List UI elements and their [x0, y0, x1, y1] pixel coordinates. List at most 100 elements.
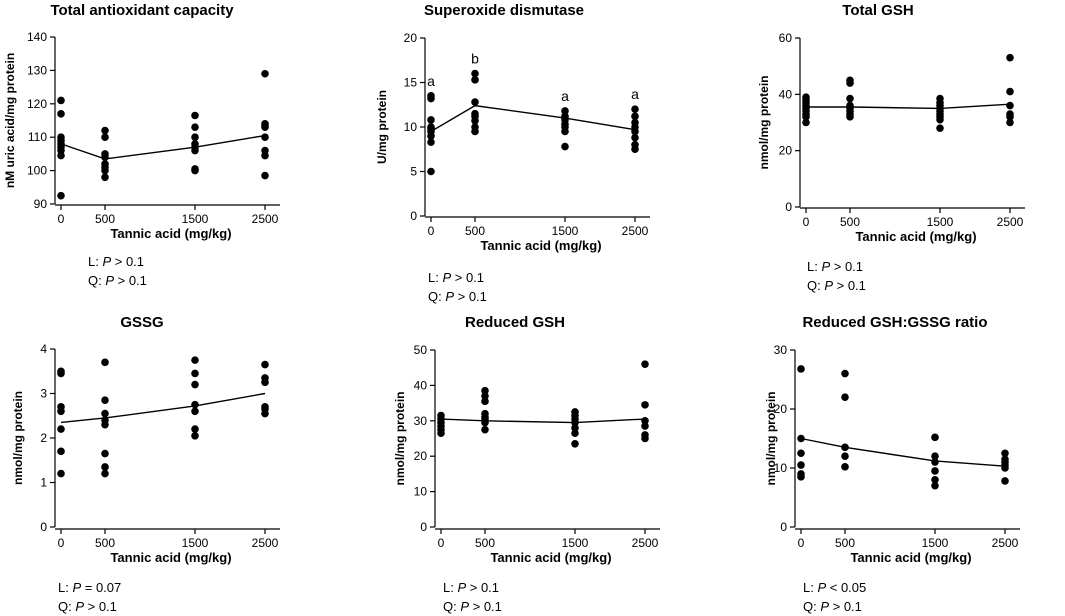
data-point: [261, 403, 269, 411]
x-tick-label: 500: [95, 212, 115, 226]
data-point: [797, 365, 805, 373]
panel-title: Reduced GSH:GSSG ratio: [802, 314, 987, 331]
stats-label: L:: [803, 580, 818, 595]
x-tick-label: 1500: [922, 536, 949, 550]
data-point: [57, 133, 65, 141]
stats-value: > 0.1: [833, 278, 866, 293]
stats-value: > 0.1: [466, 580, 500, 595]
stats-label: L:: [807, 259, 822, 274]
data-point: [931, 467, 939, 475]
x-tick-label: 500: [835, 536, 855, 550]
data-point: [931, 433, 939, 442]
x-tick-label: 0: [58, 212, 65, 226]
stats-annotation: L: P > 0.1 Q: P > 0.1: [428, 268, 487, 306]
data-point: [471, 109, 479, 118]
data-point: [641, 417, 649, 425]
y-tick-label: 10: [414, 485, 428, 499]
data-point: [191, 140, 199, 148]
significance-letter: b: [471, 51, 479, 67]
trend-line: [430, 104, 636, 133]
data-point: [471, 76, 479, 84]
trend-line: [60, 392, 266, 424]
data-point: [481, 409, 489, 418]
data-point: [191, 380, 199, 389]
stats-annotation: L: P > 0.1 Q: P > 0.1: [443, 578, 502, 616]
data-point: [261, 133, 269, 141]
data-point: [261, 146, 269, 155]
data-point: [57, 191, 65, 200]
x-tick-label: 0: [428, 224, 435, 238]
data-point: [797, 449, 805, 458]
data-point: [57, 403, 65, 411]
y-axis-label: nmol/mg protein: [757, 76, 771, 170]
stats-line: Q: P > 0.1: [803, 597, 866, 616]
stats-p: P: [460, 599, 470, 614]
stats-label: L:: [443, 580, 458, 595]
x-axis-label: Tannic acid (mg/kg): [855, 229, 976, 244]
y-tick-label: 120: [27, 97, 47, 111]
y-tick-label: 90: [34, 197, 48, 211]
data-point: [471, 98, 479, 106]
stats-p: P: [817, 580, 827, 595]
x-tick-label: 1500: [182, 212, 209, 226]
data-point: [261, 120, 269, 128]
data-point: [571, 424, 579, 432]
stats-p: P: [820, 599, 830, 614]
data-point: [261, 69, 269, 78]
x-axis-label: Tannic acid (mg/kg): [110, 226, 231, 241]
data-point: [57, 110, 65, 118]
stats-annotation: L: P < 0.05 Q: P > 0.1: [803, 578, 866, 616]
stats-annotation: L: P > 0.1 Q: P > 0.1: [807, 257, 866, 295]
y-axis-label: nmol/mg protein: [393, 392, 407, 486]
x-axis-label: Tannic acid (mg/kg): [110, 550, 231, 565]
data-point: [437, 411, 445, 420]
data-point: [471, 123, 479, 131]
data-point: [1006, 118, 1014, 127]
data-point: [427, 116, 435, 124]
data-point: [631, 141, 639, 149]
data-point: [427, 92, 435, 100]
data-point: [846, 76, 854, 85]
data-point: [1001, 455, 1009, 463]
data-point: [481, 386, 489, 395]
data-point: [191, 407, 199, 416]
x-tick-label: 1500: [927, 215, 954, 229]
y-tick-label: 0: [420, 520, 427, 534]
y-tick-label: 2: [40, 431, 47, 445]
data-point: [101, 449, 109, 458]
data-point: [101, 469, 109, 478]
data-point: [931, 476, 939, 484]
y-tick-label: 20: [404, 31, 418, 45]
y-tick-label: 5: [410, 165, 417, 179]
data-point: [936, 94, 944, 103]
data-point: [191, 165, 199, 173]
y-tick-label: 3: [40, 387, 47, 401]
data-point: [261, 360, 269, 369]
stats-value: > 0.1: [454, 289, 487, 304]
y-tick-label: 0: [410, 209, 417, 223]
data-point: [57, 96, 65, 105]
data-point: [631, 133, 639, 142]
data-point: [191, 400, 199, 409]
panel-title: Total GSH: [842, 2, 913, 19]
data-point: [841, 463, 849, 471]
y-tick-label: 100: [27, 164, 47, 178]
stats-p: P: [102, 254, 112, 269]
data-point: [841, 369, 849, 378]
x-axis-label: Tannic acid (mg/kg): [490, 550, 611, 565]
data-point: [1006, 110, 1014, 118]
y-tick-label: 110: [28, 130, 47, 144]
stats-line: Q: P > 0.1: [428, 287, 487, 306]
data-point: [802, 118, 810, 127]
stats-value: < 0.05: [826, 580, 867, 595]
stats-line: L: P > 0.1: [428, 268, 487, 287]
x-tick-label: 2500: [992, 536, 1019, 550]
data-point: [631, 112, 639, 121]
y-tick-label: 1: [40, 476, 47, 490]
panel-title: GSSG: [120, 314, 163, 331]
stats-p: P: [445, 289, 455, 304]
panel-6: Reduced GSH:GSSG ratio 0 10 20 30 0 500 1500 250…: [764, 314, 1020, 565]
y-axis-label: nM uric acid/mg protein: [3, 53, 17, 188]
data-point: [797, 461, 805, 469]
